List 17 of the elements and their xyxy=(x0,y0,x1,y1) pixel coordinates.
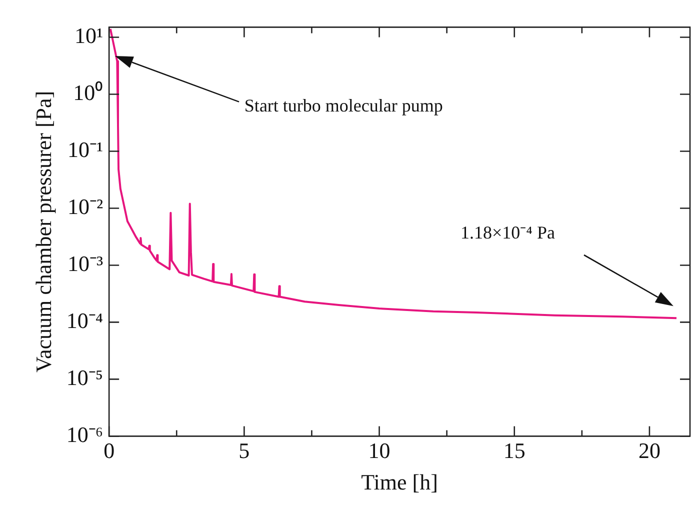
y-tick-label: 10⁰ xyxy=(73,80,104,106)
x-tick-label: 0 xyxy=(104,438,115,464)
x-tick-label: 10 xyxy=(368,438,390,464)
annotation: Start turbo molecular pump xyxy=(244,96,443,116)
x-axis-title: Time [h] xyxy=(361,470,438,495)
x-tick-label: 15 xyxy=(503,438,526,464)
annotation: 1.18×10⁻⁴ Pa xyxy=(460,222,555,242)
y-tick-label: 10⁻⁴ xyxy=(66,308,104,333)
y-tick-label: 10⁻⁶ xyxy=(66,422,104,447)
x-tick-label: 20 xyxy=(638,438,660,464)
y-tick-label: 10⁻² xyxy=(67,194,104,219)
y-tick-label: 10¹ xyxy=(74,23,104,48)
y-tick-label: 10⁻³ xyxy=(67,250,104,276)
y-tick-label: 10⁻¹ xyxy=(67,137,104,162)
y-tick-label: 10⁻⁵ xyxy=(66,364,104,390)
y-axis-title: Vacuum chamber pressurer [Pa] xyxy=(30,90,56,373)
x-tick-label: 5 xyxy=(238,438,250,464)
